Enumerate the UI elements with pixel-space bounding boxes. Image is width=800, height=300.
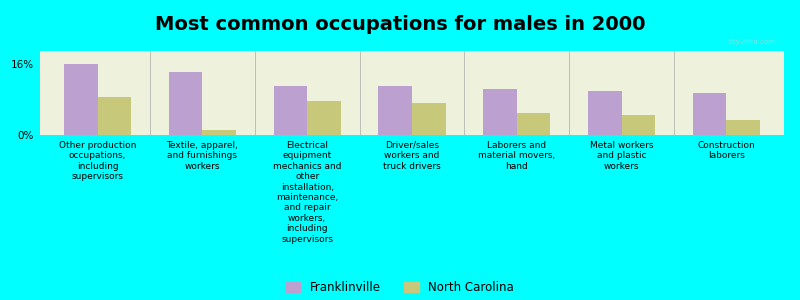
Text: city-data.com: city-data.com [728, 39, 776, 45]
Bar [412, 103, 446, 135]
Bar [64, 64, 98, 135]
Text: Laborers and
material movers,
hand: Laborers and material movers, hand [478, 141, 555, 171]
Text: Construction
laborers: Construction laborers [698, 141, 755, 161]
Text: Metal workers
and plastic
workers: Metal workers and plastic workers [590, 141, 654, 171]
Bar [202, 130, 236, 135]
Bar [274, 86, 307, 135]
Bar [588, 91, 622, 135]
Bar [483, 88, 517, 135]
Bar [693, 93, 726, 135]
Bar [622, 115, 655, 135]
Bar [517, 113, 550, 135]
Bar [378, 86, 412, 135]
Text: Electrical
equipment
mechanics and
other
installation,
maintenance,
and repair
w: Electrical equipment mechanics and other… [273, 141, 342, 244]
Bar [169, 72, 202, 135]
Text: Most common occupations for males in 2000: Most common occupations for males in 200… [154, 15, 646, 34]
Bar [726, 119, 760, 135]
Text: Textile, apparel,
and furnishings
workers: Textile, apparel, and furnishings worker… [166, 141, 238, 171]
Bar [98, 98, 131, 135]
Bar [307, 100, 341, 135]
Text: Driver/sales
workers and
truck drivers: Driver/sales workers and truck drivers [383, 141, 441, 171]
Text: Other production
occupations,
including
supervisors: Other production occupations, including … [59, 141, 136, 181]
Legend: Franklinville, North Carolina: Franklinville, North Carolina [286, 281, 514, 294]
